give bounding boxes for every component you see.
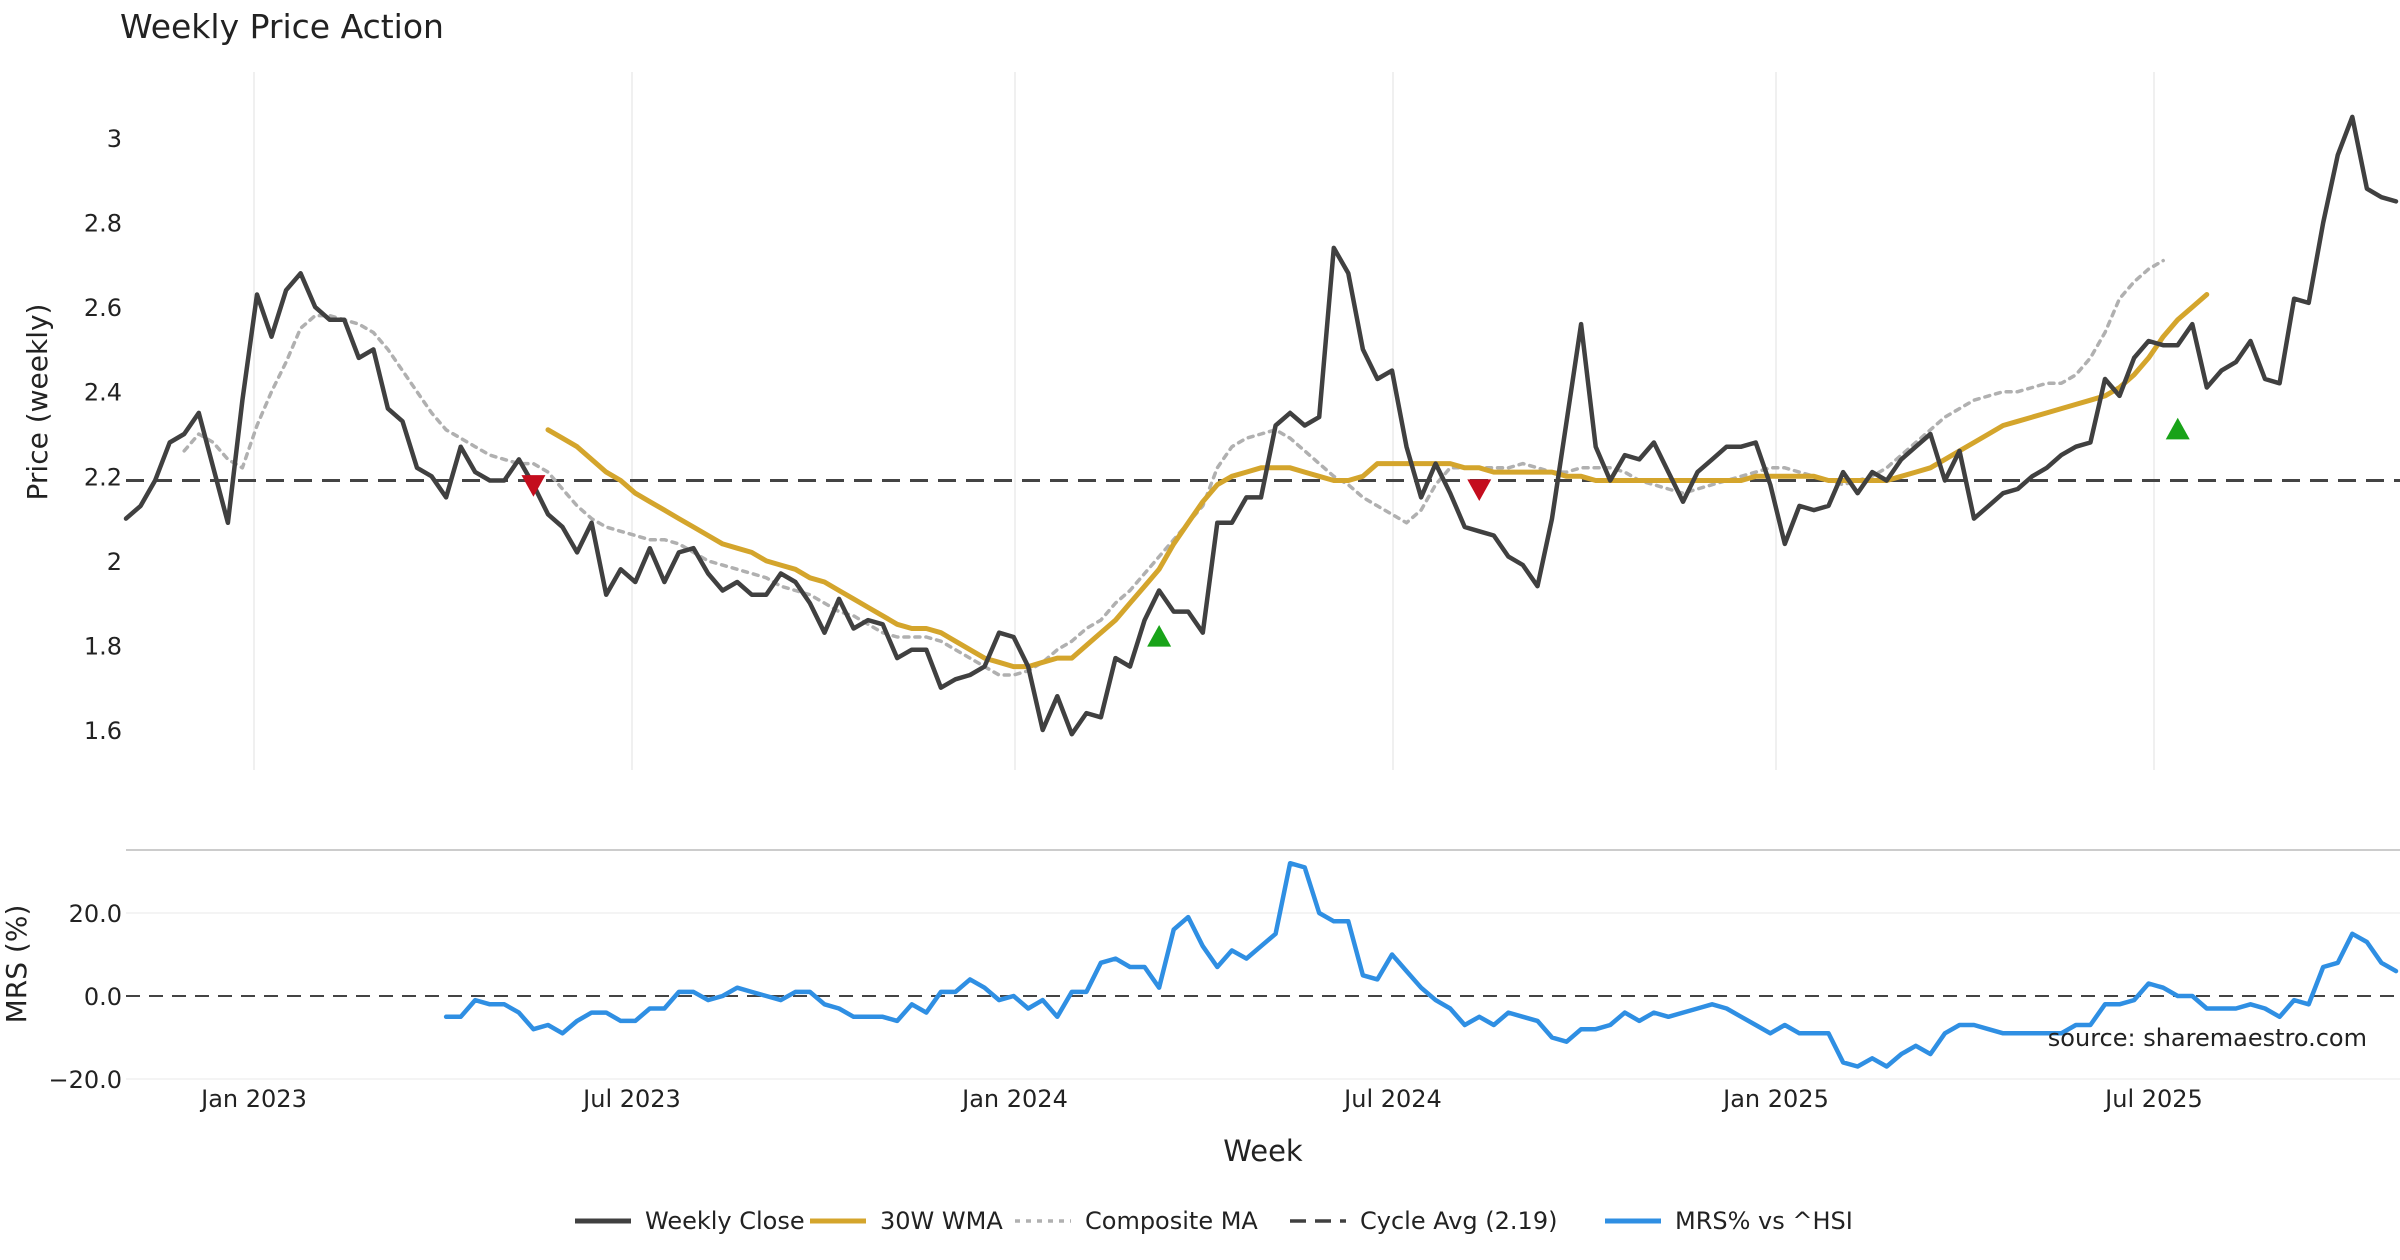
- legend-label: 30W WMA: [880, 1207, 1003, 1235]
- x-tick-label: Jan 2025: [1721, 1085, 1829, 1113]
- y-tick-label: 1.8: [84, 632, 122, 660]
- y-tick-label: 3: [107, 125, 122, 153]
- price-y-axis-label: Price (weekly): [21, 304, 54, 501]
- legend-item: Weekly Close: [575, 1207, 805, 1235]
- reference-lines: [126, 479, 2400, 997]
- legend: Weekly Close 30W WMA Composite MA Cycle Avg…: [575, 1207, 1853, 1235]
- grid-layer: [126, 72, 2400, 1080]
- mrs-tick-label: 20.0: [69, 900, 122, 928]
- mrs-tick-label: −20.0: [48, 1066, 122, 1094]
- legend-item: MRS% vs ^HSI: [1605, 1207, 1853, 1235]
- x-tick-label: Jul 2025: [2103, 1085, 2203, 1113]
- series-mrs: [443, 860, 2399, 1069]
- legend-label: MRS% vs ^HSI: [1675, 1207, 1853, 1235]
- y-tick-label: 2.8: [84, 210, 122, 238]
- legend-item: Cycle Avg (2.19): [1290, 1207, 1557, 1235]
- sell-signal-marker: [521, 475, 546, 497]
- watermark: source: sharemaestro.com: [2048, 1024, 2367, 1052]
- sell-signal-marker: [1467, 479, 1492, 501]
- y-tick-label: 2.2: [84, 463, 122, 491]
- x-tick-label: Jan 2024: [960, 1085, 1068, 1113]
- buy-signal-marker: [2165, 417, 2190, 440]
- axis-layer: Jan 2023 Jul 2023 Jan 2024 Jul 2024 Jan 2025…: [48, 125, 2202, 1113]
- x-axis-label: Week: [1223, 1134, 1303, 1168]
- buy-signal-marker: [1147, 624, 1172, 647]
- series-layer: [123, 114, 2399, 1069]
- legend-item: Composite MA: [1015, 1207, 1258, 1235]
- y-tick-label: 2.6: [84, 294, 122, 322]
- chart-title: Weekly Price Action: [120, 7, 444, 46]
- series-weekly-close: [123, 114, 2399, 737]
- series-30w-wma: [545, 292, 2210, 670]
- legend-label: Composite MA: [1085, 1207, 1258, 1235]
- mrs-y-axis-label: MRS (%): [0, 905, 33, 1024]
- x-tick-label: Jul 2024: [1342, 1085, 1442, 1113]
- x-tick-label: Jan 2023: [199, 1085, 307, 1113]
- legend-label: Cycle Avg (2.19): [1360, 1207, 1557, 1235]
- mrs-tick-label: 0.0: [84, 983, 122, 1011]
- legend-item: 30W WMA: [810, 1207, 1003, 1235]
- x-tick-label: Jul 2023: [581, 1085, 681, 1113]
- signal-markers: [521, 417, 2190, 647]
- y-tick-label: 2: [107, 548, 122, 576]
- y-tick-label: 2.4: [84, 379, 122, 407]
- legend-label: Weekly Close: [645, 1207, 805, 1235]
- y-tick-label: 1.6: [84, 717, 122, 745]
